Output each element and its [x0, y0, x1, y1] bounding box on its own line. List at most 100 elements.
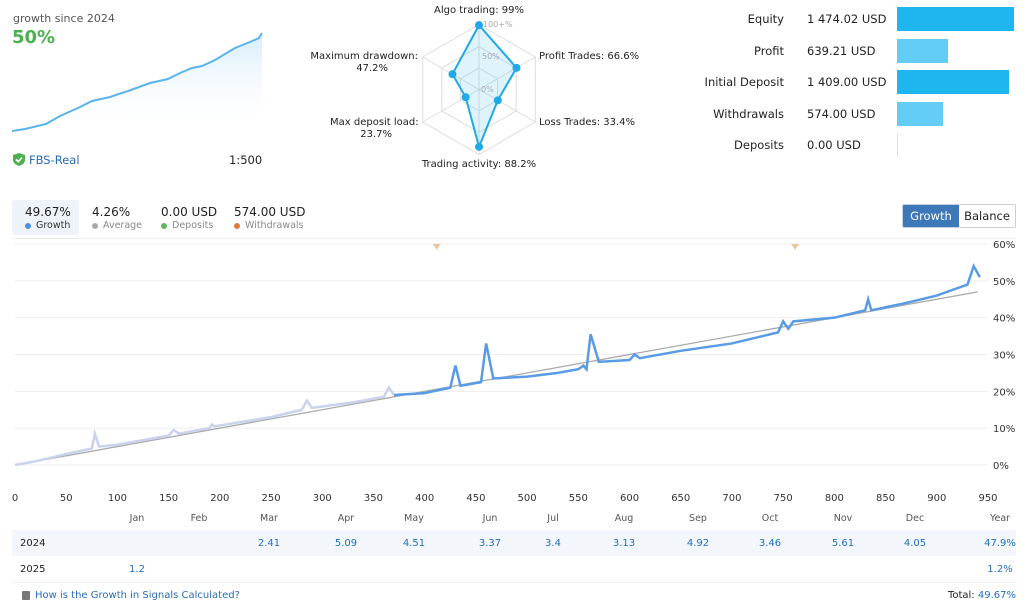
table-row-band — [12, 530, 1016, 556]
stat-average[interactable]: 4.26% Average — [92, 205, 142, 231]
x-tick-label: 350 — [364, 493, 383, 504]
account-value: 1 409.00 USD — [807, 75, 887, 89]
stat-growth[interactable]: 49.67% Growth — [25, 205, 71, 231]
month-value[interactable]: 3.4 — [545, 538, 561, 549]
x-tick-label: 850 — [876, 493, 895, 504]
month-header: Mar — [260, 513, 278, 524]
account-value: 639.21 USD — [807, 43, 876, 58]
radar-label-profit: Profit Trades: 66.6% — [539, 51, 640, 62]
x-tick-label: 600 — [620, 493, 639, 504]
growth-line-early — [14, 385, 395, 467]
x-tick-label: 750 — [774, 493, 793, 504]
radar-point — [475, 142, 483, 151]
withdrawal-marker — [432, 244, 441, 250]
radar-spoke — [478, 89, 536, 123]
x-tick-label: 400 — [415, 493, 434, 504]
broker-link[interactable]: FBS-Real — [29, 153, 80, 167]
stat-value: 49.67% — [25, 205, 71, 219]
month-header: Sep — [689, 513, 707, 524]
stat-deposits[interactable]: 0.00 USD Deposits — [161, 205, 217, 231]
month-header: Aug — [614, 513, 634, 524]
growth-value: 50% — [12, 27, 56, 48]
month-value[interactable]: 3.37 — [478, 538, 502, 549]
stat-value: 0.00 USD — [161, 205, 218, 219]
month-header: Apr — [337, 513, 355, 524]
x-tick-label: 300 — [313, 493, 332, 504]
month-value[interactable]: 3.13 — [612, 538, 636, 549]
radar-label-drawdown-value: 47.2% — [356, 63, 388, 74]
x-tick-label: 550 — [569, 493, 588, 504]
radar-point — [512, 63, 521, 72]
stat-label: Growth — [36, 220, 71, 231]
month-header: Nov — [833, 513, 853, 524]
month-value[interactable]: 2.41 — [257, 538, 281, 549]
radar-spoke — [422, 89, 480, 123]
radar-ring-0: 0% — [481, 85, 494, 94]
x-tick-label: 200 — [210, 493, 229, 504]
toggle-group: Growth Balance — [902, 204, 1016, 228]
stat-label: Deposits — [172, 220, 214, 231]
radar-point — [493, 96, 502, 105]
month-value[interactable]: 1.2 — [129, 564, 145, 575]
stat-value: 574.00 USD — [234, 205, 306, 219]
growth-toggle-button[interactable]: Growth — [903, 205, 959, 227]
stat-withdrawals[interactable]: 574.00 USD Withdrawals — [234, 205, 305, 231]
year-label: 2024 — [20, 538, 46, 549]
x-tick-label: 950 — [978, 493, 997, 504]
account-bar — [897, 7, 1014, 31]
x-tick-label: 500 — [518, 493, 537, 504]
radar-point — [461, 93, 470, 102]
account-bar — [897, 133, 898, 157]
month-header: Jun — [482, 513, 498, 524]
radar-point — [448, 70, 457, 79]
x-tick-label: 700 — [722, 493, 741, 504]
growth-chart: 0% 10% 20% 30% 40% 50% 60% 0 50 100 150 200 250 300 35… — [12, 240, 1015, 504]
month-value[interactable]: 5.09 — [334, 538, 358, 549]
divider — [12, 238, 1016, 239]
growth-help-link[interactable]: How is the Growth in Signals Calculated? — [35, 590, 240, 601]
x-tick-label: 800 — [825, 493, 844, 504]
growth-dot-icon — [25, 222, 31, 229]
y-tick-label: 50% — [993, 277, 1015, 288]
radar-label-drawdown: Maximum drawdown: 47.2% — [310, 51, 418, 75]
month-header: Jan — [129, 513, 145, 524]
y-tick-label: 60% — [993, 240, 1015, 251]
y-tick-label: 40% — [993, 314, 1015, 325]
radar-chart — [422, 21, 536, 156]
month-value[interactable]: 4.05 — [903, 538, 927, 549]
month-value[interactable]: 47.9% — [984, 538, 1016, 549]
year-label: 2025 — [20, 564, 46, 575]
x-tick-label: 650 — [671, 493, 690, 504]
radar-spoke — [478, 56, 536, 90]
x-tick-label: 900 — [927, 493, 946, 504]
account-value: 574.00 USD — [807, 106, 876, 121]
x-tick-label: 450 — [466, 493, 485, 504]
account-value: 1 474.02 USD — [807, 12, 887, 26]
x-tick-label: 50 — [60, 493, 73, 504]
total-label: Total: — [947, 590, 975, 601]
month-value[interactable]: 5.61 — [831, 538, 855, 549]
month-header: Oct — [761, 513, 779, 524]
account-bar — [897, 38, 948, 63]
radar-point — [475, 21, 483, 30]
x-tick-label: 250 — [262, 493, 281, 504]
month-header: Jul — [547, 513, 559, 524]
radar-label-loss: Loss Trades: 33.4% — [539, 117, 636, 128]
leverage: 1:500 — [229, 153, 263, 167]
mini-growth-chart — [11, 32, 263, 132]
month-value[interactable]: 4.51 — [402, 538, 426, 549]
radar-label-load: Max deposit load: 23.7% — [330, 117, 419, 141]
radar-label-load-title: Max deposit load: — [330, 117, 419, 128]
month-value[interactable]: 4.92 — [686, 538, 710, 549]
radar-ring-50: 50% — [482, 52, 500, 61]
balance-toggle-button[interactable]: Balance — [964, 209, 1010, 223]
month-value[interactable]: 3.46 — [758, 538, 782, 549]
month-value[interactable]: 1.2% — [987, 564, 1013, 575]
stat-label: Average — [103, 220, 143, 231]
withdrawal-marker — [791, 244, 800, 250]
account-bar — [897, 101, 943, 126]
total: Total: 49.67% — [948, 590, 1016, 601]
month-header: Feb — [190, 513, 208, 524]
radar-label-activity: Trading activity: 88.2% — [421, 159, 537, 170]
average-dot-icon — [92, 222, 98, 229]
